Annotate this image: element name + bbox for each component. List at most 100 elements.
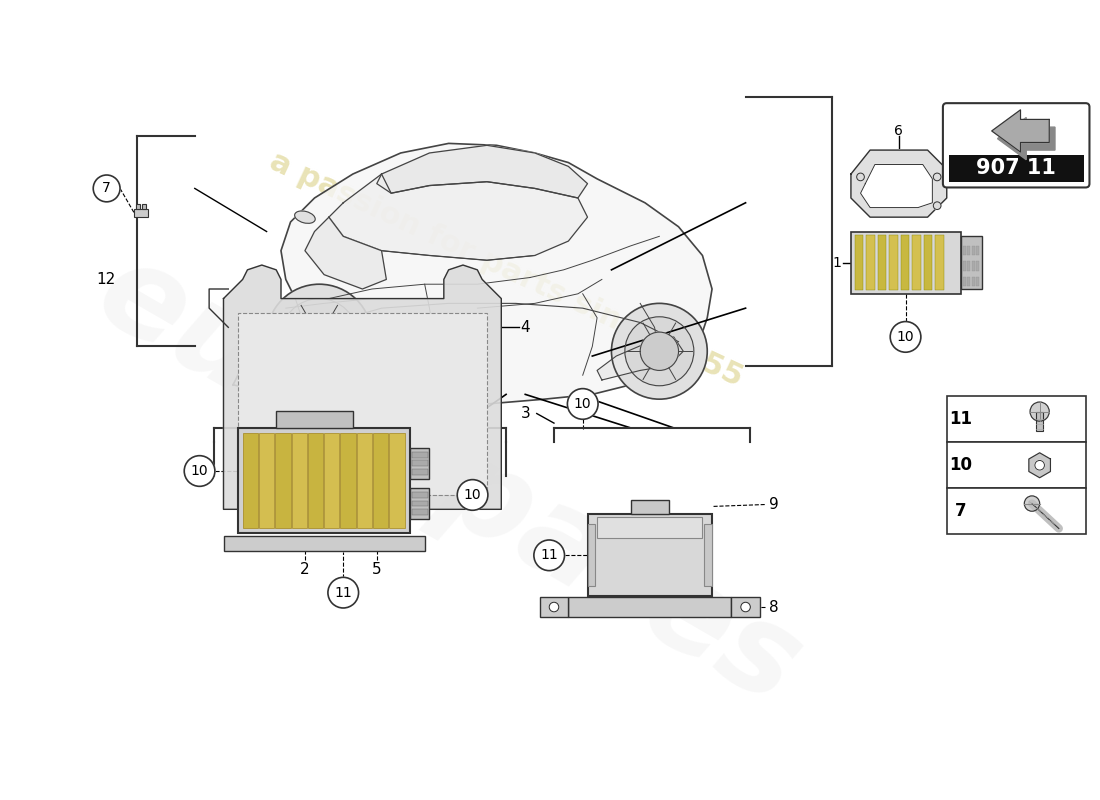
Bar	[276, 410, 353, 428]
Circle shape	[640, 332, 679, 370]
Bar	[976, 277, 979, 286]
Text: 5: 5	[372, 562, 382, 577]
Bar	[142, 204, 146, 210]
Bar	[878, 235, 887, 290]
Bar	[412, 492, 428, 498]
Bar	[243, 433, 258, 529]
Bar	[238, 313, 487, 495]
Polygon shape	[860, 165, 933, 207]
Text: 10: 10	[464, 488, 482, 502]
Circle shape	[280, 298, 358, 375]
Circle shape	[625, 317, 694, 386]
Bar	[962, 246, 966, 255]
Circle shape	[612, 303, 707, 399]
Bar	[851, 231, 961, 294]
Polygon shape	[305, 217, 386, 289]
Bar	[948, 155, 1084, 182]
Text: 10: 10	[190, 464, 208, 478]
Text: 11: 11	[334, 586, 352, 600]
Text: 3: 3	[520, 406, 530, 421]
Bar	[412, 461, 428, 466]
Bar	[947, 396, 1086, 442]
Polygon shape	[223, 265, 502, 510]
Circle shape	[184, 456, 214, 486]
Bar	[292, 433, 307, 529]
Text: 11: 11	[949, 410, 972, 428]
Text: a passion for parts since 1955: a passion for parts since 1955	[265, 147, 747, 393]
Bar	[134, 210, 147, 217]
Circle shape	[549, 602, 559, 612]
Polygon shape	[597, 337, 683, 380]
Bar	[947, 488, 1086, 534]
Bar	[308, 433, 323, 529]
Text: 8: 8	[770, 599, 779, 614]
Bar	[389, 433, 405, 529]
Bar	[238, 428, 410, 534]
Circle shape	[890, 322, 921, 352]
Text: 6: 6	[894, 124, 903, 138]
Bar	[340, 433, 355, 529]
Bar	[976, 246, 979, 255]
Text: 1: 1	[832, 256, 842, 270]
Bar	[962, 277, 966, 286]
Bar	[587, 514, 712, 595]
Bar	[704, 524, 712, 586]
Circle shape	[933, 173, 940, 181]
Bar	[855, 235, 864, 290]
Bar	[901, 235, 910, 290]
Bar	[569, 598, 732, 617]
Circle shape	[857, 173, 865, 181]
Polygon shape	[998, 118, 1055, 160]
Circle shape	[933, 202, 940, 210]
Bar	[258, 433, 274, 529]
Bar	[412, 469, 428, 475]
Text: 9: 9	[769, 497, 779, 512]
Bar	[967, 246, 970, 255]
Circle shape	[266, 284, 372, 390]
Polygon shape	[233, 143, 712, 404]
Text: 7: 7	[955, 502, 967, 520]
Circle shape	[94, 175, 120, 202]
Circle shape	[458, 480, 488, 510]
Bar	[356, 433, 372, 529]
Circle shape	[740, 602, 750, 612]
Bar	[587, 524, 595, 586]
Text: 10: 10	[949, 456, 972, 474]
Bar	[324, 433, 340, 529]
Bar	[410, 448, 429, 478]
Bar	[947, 442, 1086, 488]
Circle shape	[1035, 461, 1044, 470]
Bar	[1036, 412, 1044, 430]
Bar	[540, 598, 569, 617]
Bar	[967, 277, 970, 286]
Circle shape	[568, 389, 598, 419]
Circle shape	[1024, 496, 1040, 511]
Bar	[412, 452, 428, 458]
Bar	[962, 262, 966, 270]
Text: 11: 11	[540, 548, 558, 562]
Bar	[412, 510, 428, 515]
Bar	[867, 235, 875, 290]
Ellipse shape	[295, 211, 316, 223]
Bar	[935, 235, 944, 290]
Text: 4: 4	[520, 320, 530, 335]
Text: 12: 12	[96, 272, 115, 287]
Text: 2: 2	[300, 562, 310, 577]
Text: 10: 10	[574, 397, 592, 411]
Bar	[976, 262, 979, 270]
Polygon shape	[329, 174, 587, 260]
Bar	[630, 500, 669, 514]
Bar	[912, 235, 921, 290]
Polygon shape	[992, 110, 1049, 152]
Bar	[275, 433, 290, 529]
Bar	[971, 277, 975, 286]
FancyBboxPatch shape	[943, 103, 1089, 187]
Bar	[136, 204, 140, 210]
Bar	[732, 598, 760, 617]
Bar	[223, 536, 425, 550]
Polygon shape	[851, 150, 947, 217]
Bar	[971, 246, 975, 255]
Circle shape	[328, 578, 359, 608]
Bar	[410, 488, 429, 519]
Bar	[373, 433, 388, 529]
